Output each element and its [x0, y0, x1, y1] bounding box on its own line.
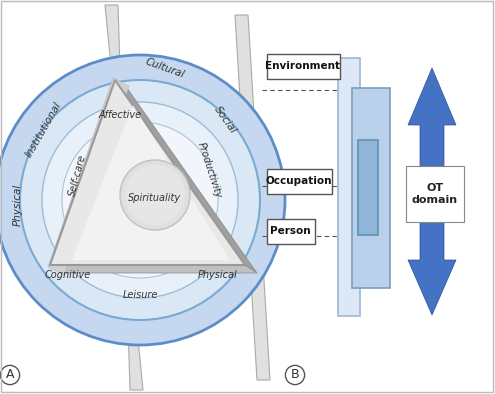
Polygon shape [48, 78, 129, 275]
Text: B: B [291, 368, 299, 381]
Circle shape [120, 160, 190, 230]
FancyBboxPatch shape [266, 169, 332, 193]
Text: Person: Person [270, 226, 311, 236]
Circle shape [0, 55, 285, 345]
FancyBboxPatch shape [338, 58, 360, 316]
Text: Environment: Environment [265, 61, 341, 71]
FancyBboxPatch shape [342, 72, 352, 312]
Text: Cognitive: Cognitive [45, 270, 91, 280]
Polygon shape [50, 80, 245, 265]
Polygon shape [235, 15, 270, 380]
Text: Social: Social [212, 104, 238, 136]
Circle shape [20, 80, 260, 320]
Text: Cultural: Cultural [144, 56, 186, 80]
Text: Institutional: Institutional [24, 100, 64, 159]
Circle shape [42, 102, 238, 298]
Text: Physical: Physical [13, 184, 23, 226]
FancyBboxPatch shape [358, 140, 378, 235]
Text: Spirituality: Spirituality [128, 193, 182, 203]
Text: Occupation: Occupation [266, 176, 332, 186]
Polygon shape [115, 80, 257, 273]
Text: Physical: Physical [198, 270, 238, 280]
FancyBboxPatch shape [266, 54, 340, 78]
Text: A: A [6, 368, 14, 381]
Text: OT
domain: OT domain [412, 183, 458, 205]
Text: Self-care: Self-care [68, 153, 89, 197]
Polygon shape [50, 265, 257, 273]
Text: Affective: Affective [99, 110, 142, 120]
FancyBboxPatch shape [266, 219, 314, 243]
FancyBboxPatch shape [352, 88, 390, 288]
Polygon shape [72, 105, 230, 260]
Polygon shape [408, 68, 456, 315]
FancyBboxPatch shape [406, 166, 464, 222]
Text: Leisure: Leisure [122, 290, 158, 300]
Circle shape [125, 165, 185, 225]
Circle shape [62, 122, 218, 278]
Text: Productivity: Productivity [196, 141, 224, 199]
Polygon shape [105, 5, 143, 390]
